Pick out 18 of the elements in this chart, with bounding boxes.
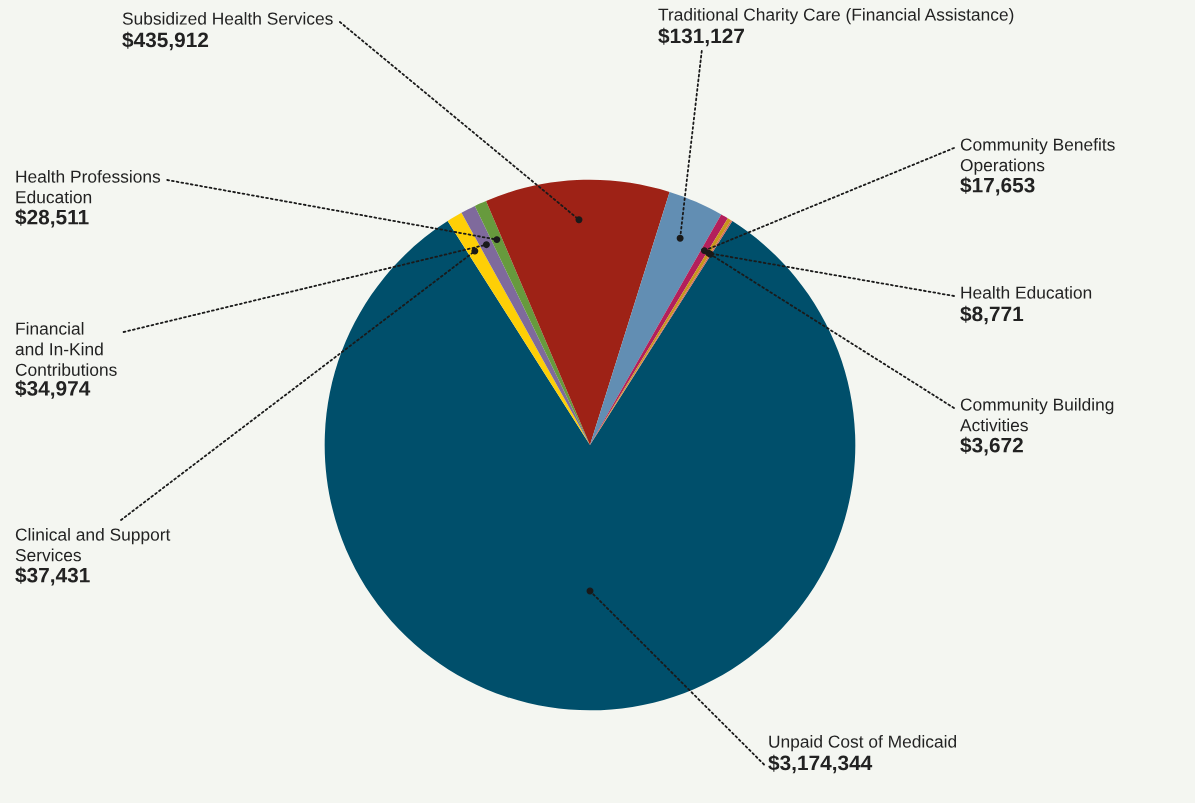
slice-label: Financial and In-Kind Contributions — [15, 322, 117, 376]
data-label: $34,974 — [15, 380, 91, 399]
slice-label: Health Education — [961, 286, 1092, 299]
slice-label: Community Benefits Operations — [960, 138, 1115, 175]
slice-label: Community Building Activities — [960, 398, 1114, 432]
data-label: $3,174,344 — [768, 754, 873, 774]
data-label: $3,672 — [960, 436, 1023, 456]
slice-label: Clinical and Support Services — [15, 528, 171, 562]
data-label: $37,431 — [15, 566, 90, 586]
slice-label: Unpaid Cost of Medicaid — [769, 735, 957, 752]
data-label: $131,127 — [658, 27, 744, 47]
data-label: $8,771 — [960, 305, 1024, 325]
slice-label: Traditional Charity Care (Financial Assistance) — [658, 8, 1014, 25]
slice-label: Subsidized Health Services — [122, 12, 333, 25]
data-label: $17,653 — [960, 176, 1035, 196]
data-label: $28,511 — [15, 208, 89, 228]
data-label: $435,912 — [122, 31, 209, 51]
slice-label: Health Professions Education — [16, 170, 161, 204]
